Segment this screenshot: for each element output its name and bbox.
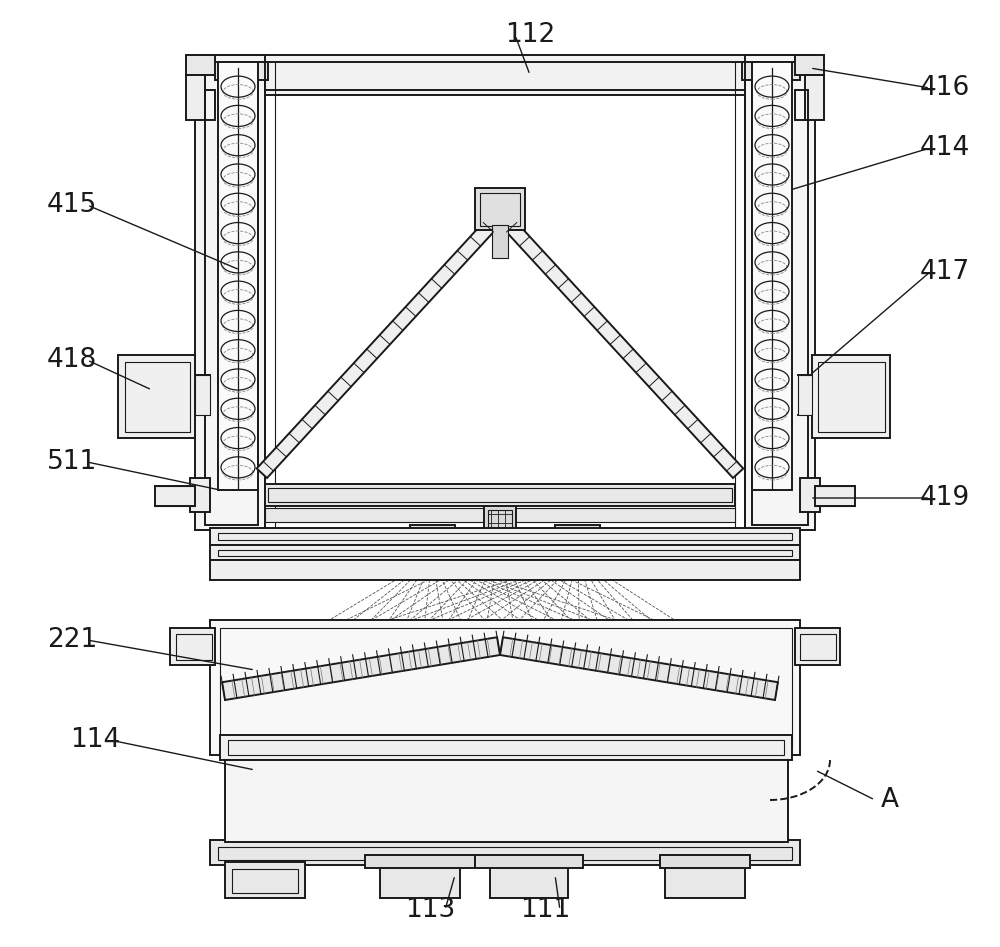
Text: 416: 416 <box>920 75 970 101</box>
Bar <box>205 62 258 525</box>
Bar <box>228 740 784 755</box>
Text: 418: 418 <box>47 347 97 373</box>
Bar <box>210 545 800 560</box>
Bar <box>795 628 840 665</box>
Bar <box>220 628 792 748</box>
Bar <box>218 550 792 556</box>
Bar <box>210 840 800 865</box>
Text: 414: 414 <box>920 135 970 161</box>
Bar <box>265 508 735 522</box>
Bar <box>812 355 890 438</box>
Text: 112: 112 <box>505 22 555 48</box>
Bar <box>210 620 800 755</box>
Bar <box>210 528 800 545</box>
Bar <box>225 760 788 842</box>
Bar <box>218 533 792 540</box>
Text: A: A <box>881 787 899 813</box>
Bar <box>195 55 810 95</box>
Bar <box>170 628 215 665</box>
Bar <box>490 862 568 898</box>
Bar <box>268 488 732 502</box>
Bar <box>805 75 824 120</box>
Bar <box>195 375 210 415</box>
Polygon shape <box>500 216 743 478</box>
Bar <box>186 75 205 120</box>
Bar <box>232 869 298 893</box>
Bar <box>475 855 583 868</box>
Text: 417: 417 <box>920 259 970 285</box>
Bar <box>752 62 792 490</box>
Bar <box>480 193 520 226</box>
Bar <box>800 634 836 660</box>
Bar <box>265 484 735 506</box>
Polygon shape <box>222 637 500 700</box>
Text: 111: 111 <box>520 897 570 923</box>
Bar <box>215 62 268 80</box>
Bar <box>365 855 475 868</box>
Bar <box>818 362 885 432</box>
Bar <box>210 560 800 580</box>
Bar <box>665 862 745 898</box>
Bar <box>795 55 824 75</box>
Bar <box>220 735 792 760</box>
Bar <box>380 862 460 898</box>
Bar <box>155 486 195 506</box>
Text: 113: 113 <box>405 897 455 923</box>
Bar <box>225 862 305 898</box>
Bar <box>176 634 212 660</box>
Bar <box>815 486 855 506</box>
Bar <box>218 62 258 490</box>
Bar <box>798 375 812 415</box>
Text: 415: 415 <box>47 192 97 218</box>
Bar <box>752 62 808 525</box>
Bar <box>555 525 600 558</box>
Text: 511: 511 <box>47 449 97 475</box>
Bar <box>205 90 215 120</box>
Bar <box>484 506 516 545</box>
Bar <box>488 510 512 542</box>
Bar <box>125 362 190 432</box>
Bar <box>118 355 195 438</box>
Polygon shape <box>257 216 500 478</box>
Bar <box>660 855 750 868</box>
Text: 419: 419 <box>920 485 970 511</box>
Bar <box>492 225 508 258</box>
Bar <box>195 55 265 530</box>
Bar <box>742 62 800 80</box>
Bar <box>414 529 451 554</box>
Bar <box>745 55 815 530</box>
Bar <box>800 478 820 512</box>
Bar <box>795 90 808 120</box>
Bar <box>410 525 455 558</box>
Bar <box>218 847 792 860</box>
Text: 114: 114 <box>70 727 120 753</box>
Bar <box>559 529 596 554</box>
Text: 221: 221 <box>47 627 97 653</box>
Bar <box>205 62 800 90</box>
Bar <box>190 478 210 512</box>
Polygon shape <box>500 637 778 700</box>
Bar <box>475 188 525 230</box>
Bar <box>186 55 215 75</box>
